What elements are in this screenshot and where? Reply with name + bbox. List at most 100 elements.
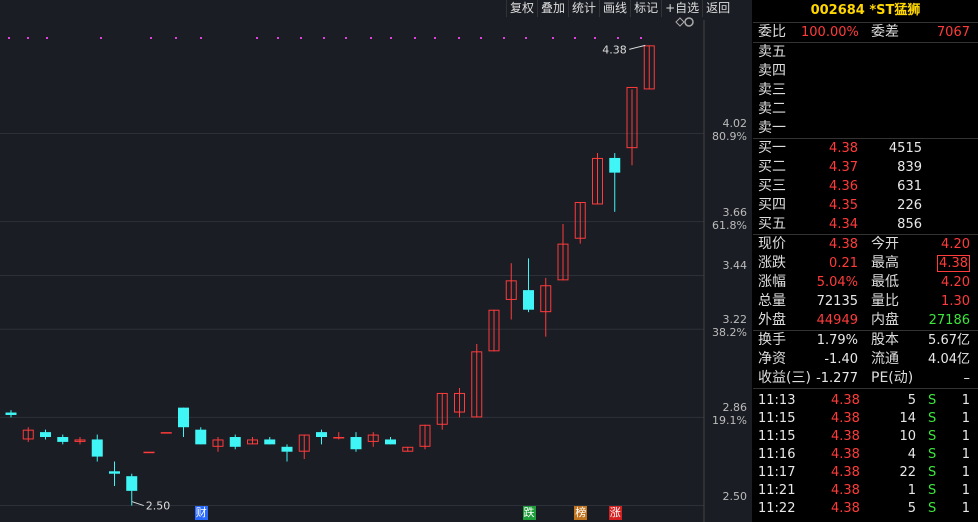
tick-volume: 10 xyxy=(899,429,916,444)
buy-price: 4.38 xyxy=(829,141,858,156)
fund-row: 换手 1.79% 股本 5.67亿 xyxy=(753,331,978,350)
tick-list[interactable]: 11:13 4.38 5 S 1 11:15 4.38 14 S 1 11:15 4.38 10 S 1… xyxy=(753,388,978,518)
candle-body xyxy=(385,439,396,445)
marker-dot xyxy=(300,37,302,39)
buy-volume: 856 xyxy=(897,217,922,232)
weicha-value: 7067 xyxy=(936,25,970,40)
candle-body xyxy=(195,429,207,445)
tick-time: 11:13 xyxy=(758,393,796,408)
toolbar-overlay-button[interactable]: 叠加 xyxy=(537,0,568,17)
buy-price: 4.36 xyxy=(829,179,858,194)
buy-row: 买三 4.36 631 xyxy=(753,177,978,196)
marker-dot xyxy=(552,37,554,39)
quote-row: 涨幅 5.04% 最低 4.20 xyxy=(753,273,978,292)
fund-label: 净资 xyxy=(758,351,786,367)
y-axis-label: 2.50 xyxy=(722,489,748,503)
toolbar-mark-button[interactable]: 标记 xyxy=(630,0,661,17)
buy-volume: 4515 xyxy=(888,141,922,156)
tick-price: 4.38 xyxy=(831,393,860,408)
weibi-label: 委比 xyxy=(758,24,786,40)
tick-side: S xyxy=(928,411,937,426)
fund-row: 净资 -1.40 流通 4.04亿 xyxy=(753,350,978,369)
candle-body xyxy=(540,285,552,313)
marker-dot xyxy=(345,37,347,39)
event-flag[interactable]: 跌 xyxy=(522,506,536,520)
toolbar-stats-button[interactable]: 统计 xyxy=(568,0,599,17)
fund-label: 流通 xyxy=(871,351,899,367)
tick-volume: 22 xyxy=(899,465,916,480)
candle-body xyxy=(557,243,569,281)
quote-label: 今开 xyxy=(871,236,899,252)
event-flag[interactable]: 涨 xyxy=(608,506,622,520)
fund-value: 1.79% xyxy=(816,333,858,348)
kline-canvas[interactable]: 4.38 2.50 xyxy=(0,0,752,522)
toolbar-fuquan-button[interactable]: 复权 xyxy=(506,0,537,17)
quote-label: 外盘 xyxy=(758,312,786,328)
buy-row: 买二 4.37 839 xyxy=(753,158,978,177)
marker-dot xyxy=(8,37,10,39)
candle-body xyxy=(316,432,327,438)
quote-label: 最高 xyxy=(871,255,899,271)
buy-label: 买五 xyxy=(758,216,786,232)
candle-body xyxy=(333,437,345,439)
sell-label: 卖一 xyxy=(758,120,786,136)
y-axis-label: 3.66 xyxy=(722,205,748,219)
candle-body xyxy=(643,45,655,90)
candle-body xyxy=(402,446,414,452)
buy-row: 买一 4.38 4515 xyxy=(753,139,978,158)
tick-count: 1 xyxy=(961,393,970,408)
stock-title: 002684 *ST猛狮 xyxy=(753,0,978,23)
buy-volume: 631 xyxy=(897,179,922,194)
quote-label: 总量 xyxy=(758,293,786,309)
weibi-value: 100.00% xyxy=(801,25,859,40)
candle-body xyxy=(109,471,120,474)
marker-dot xyxy=(46,37,48,39)
tick-side: S xyxy=(928,501,937,516)
candle-body xyxy=(126,476,138,491)
fund-value: -1.277 xyxy=(816,371,858,386)
toolbar-add-watchlist-button[interactable]: +自选 xyxy=(661,0,702,17)
fund-label: 股本 xyxy=(871,332,899,348)
tick-row: 11:17 4.38 22 S 1 xyxy=(753,464,978,482)
candle-body xyxy=(523,290,534,310)
y-axis-label: 4.02 xyxy=(722,117,748,131)
buy-orders: 买一 4.38 4515 买二 4.37 839 买三 4.36 631 买四 4.35 226… xyxy=(753,138,978,234)
candle-body xyxy=(229,437,241,447)
toolbar-back-button[interactable]: 返回 xyxy=(702,0,733,17)
tick-side: S xyxy=(928,447,937,462)
tick-price: 4.38 xyxy=(831,483,860,498)
tick-row: 11:13 4.38 5 S 1 xyxy=(753,392,978,410)
sell-row: 卖四 xyxy=(753,62,978,81)
high-pointer xyxy=(629,44,646,50)
gear-icon xyxy=(684,17,694,27)
buy-row: 买四 4.35 226 xyxy=(753,196,978,215)
event-flag[interactable]: 榜 xyxy=(574,506,588,520)
quote-value: 4.20 xyxy=(941,237,970,252)
tick-price: 4.38 xyxy=(831,447,860,462)
quote-value: 27186 xyxy=(928,313,970,328)
high-price-label: 4.38 xyxy=(602,43,627,56)
tick-side: S xyxy=(928,483,937,498)
buy-label: 买四 xyxy=(758,197,786,213)
candle-body xyxy=(74,439,86,442)
toolbar-draw-button[interactable]: 画线 xyxy=(599,0,630,17)
kline-chart[interactable]: 4.38 2.50 复权 叠加 统计 画线 标记 +自选 返回 4.02 80.9%… xyxy=(0,0,752,522)
candle-body xyxy=(419,424,431,447)
marker-dot xyxy=(640,37,642,39)
event-flag[interactable]: 财 xyxy=(194,506,208,520)
sell-row: 卖五 xyxy=(753,43,978,62)
buy-volume: 226 xyxy=(897,198,922,213)
quote-label: 内盘 xyxy=(871,312,899,328)
sell-row: 卖一 xyxy=(753,119,978,138)
marker-dot xyxy=(414,37,416,39)
sell-label: 卖二 xyxy=(758,101,786,117)
candle-body xyxy=(281,446,293,452)
fund-row: 收益(三) -1.277 PE(动) – xyxy=(753,369,978,388)
tick-side: S xyxy=(928,465,937,480)
fund-value: 5.67亿 xyxy=(928,333,970,348)
quote-stats: 现价 4.38 今开 4.20 涨跌 0.21 最高 4.38 涨幅 5.04% 最低 4.20 … xyxy=(753,234,978,330)
candle-body xyxy=(436,392,448,425)
sell-row: 卖三 xyxy=(753,81,978,100)
tick-price: 4.38 xyxy=(831,411,860,426)
marker-dot xyxy=(370,37,372,39)
